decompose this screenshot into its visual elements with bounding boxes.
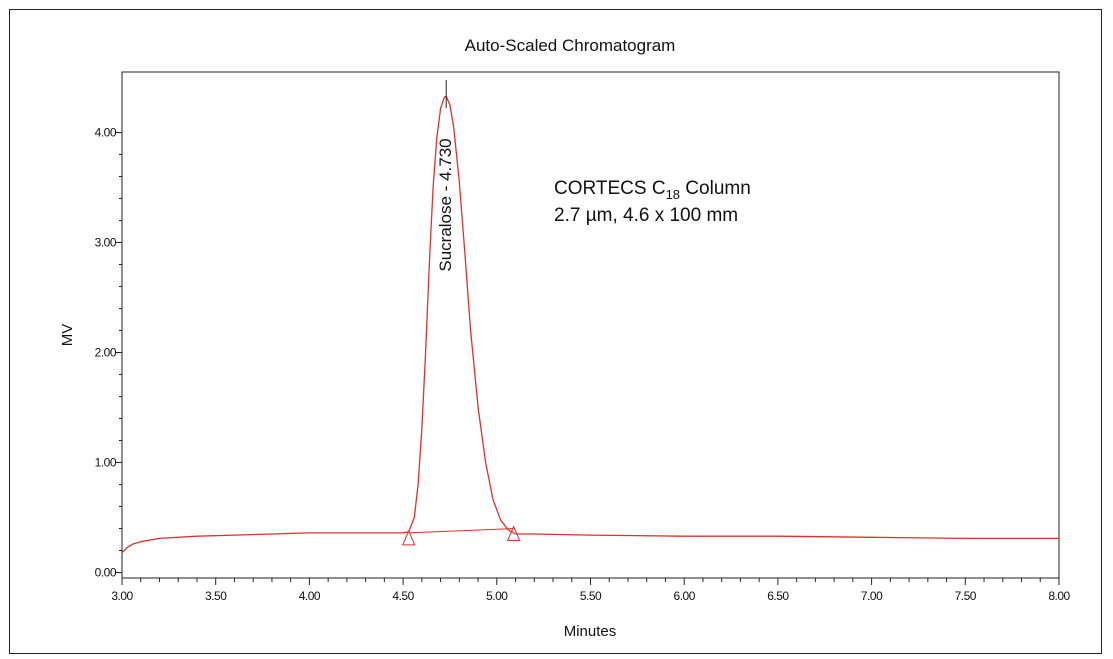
chromatogram-chart: Auto-Scaled Chromatogram 0.00 1.00 2.00 3.0…: [59, 36, 1071, 640]
x-tick-label: 4.00: [299, 589, 321, 603]
column-annotation-suffix: Column: [680, 178, 751, 199]
x-axis: 3.00 3.50 4.00 4.50 5.00 5.50 6.00 6.50 7.00 7.50…: [111, 578, 1071, 603]
peak-label: Sucralose - 4.730: [436, 138, 455, 271]
x-tick-label: 7.00: [861, 589, 883, 603]
x-tick-label: 4.50: [392, 589, 414, 603]
column-annotation-subscript: 18: [666, 187, 680, 202]
x-tick-label: 6.00: [674, 589, 696, 603]
chart-title: Auto-Scaled Chromatogram: [465, 36, 676, 55]
y-tick-label: 0.00: [95, 566, 117, 580]
y-tick-label: 2.00: [95, 346, 117, 360]
integration-marker: [401, 529, 416, 546]
column-annotation-line2: 2.7 µm, 4.6 x 100 mm: [554, 205, 738, 226]
column-annotation-line1: CORTECS C18 Column: [554, 178, 751, 202]
chart-marks: [121, 80, 1059, 554]
chart-frame: Auto-Scaled Chromatogram 0.00 1.00 2.00 3.0…: [9, 9, 1102, 654]
y-axis-label: MV: [59, 324, 76, 347]
y-tick-label: 3.00: [95, 236, 117, 250]
y-axis: 0.00 1.00 2.00 3.00 4.00: [95, 126, 122, 580]
x-tick-label: 3.50: [205, 589, 227, 603]
x-tick-label: 5.50: [580, 589, 602, 603]
y-tick-label: 4.00: [95, 126, 117, 140]
chromatogram-trace: [121, 95, 1059, 554]
x-tick-label: 8.00: [1048, 589, 1070, 603]
plot-area: [121, 71, 1060, 579]
integration-baseline: [408, 528, 514, 534]
integration-marker: [506, 525, 521, 541]
x-axis-label: Minutes: [564, 623, 617, 640]
column-annotation-prefix: CORTECS C: [554, 178, 666, 199]
x-tick-label: 5.00: [486, 589, 508, 603]
x-tick-label: 3.00: [111, 589, 133, 603]
x-tick-label: 7.50: [955, 589, 977, 603]
y-tick-label: 1.00: [95, 456, 117, 470]
x-tick-label: 6.50: [767, 589, 789, 603]
